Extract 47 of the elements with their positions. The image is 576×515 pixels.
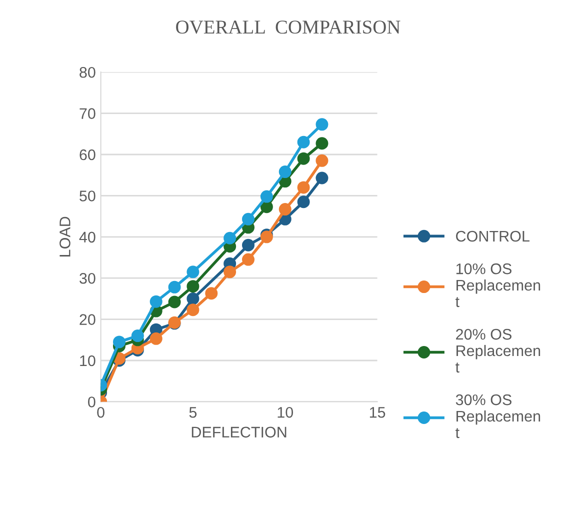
point (150, 295, 162, 308)
point (316, 118, 328, 131)
y-tick-label: 0 (88, 396, 96, 408)
point (224, 266, 236, 278)
point (224, 232, 236, 244)
point (186, 280, 200, 293)
legend-label: 30% OS Replacement (456, 394, 540, 438)
point (316, 137, 328, 150)
chart-title: OVERALL COMPARISON (176, 20, 400, 34)
x-axis-title: DEFLECTION (192, 426, 286, 438)
point (316, 172, 328, 184)
y-tick-label: 50 (80, 190, 96, 202)
point (168, 296, 181, 308)
point (242, 253, 255, 266)
point (186, 266, 200, 278)
y-tick-label: 30 (80, 272, 96, 284)
point (112, 336, 126, 348)
point (278, 166, 292, 178)
point (297, 196, 310, 208)
y-tick-label: 60 (80, 149, 96, 160)
legend-label: CONTROL (456, 230, 530, 242)
point (297, 152, 310, 165)
y-tick-label: 70 (80, 108, 96, 119)
legend-label: 20% OS Replacement (456, 328, 540, 373)
point (131, 330, 144, 342)
point (297, 136, 310, 148)
y-tick-label: 10 (80, 355, 96, 366)
point (186, 304, 200, 316)
y-tick-label: 40 (79, 232, 96, 243)
y-axis-title: LOAD (60, 216, 70, 256)
point (316, 154, 328, 167)
y-tick-label: 20 (80, 314, 96, 325)
y-tick-label: 80 (80, 66, 96, 78)
x-tick-label: 15 (370, 407, 386, 418)
point (205, 287, 218, 300)
point (278, 203, 292, 216)
x-tick-label: 10 (278, 406, 294, 418)
x-tick-label: 5 (189, 407, 197, 418)
point (260, 190, 273, 203)
x-tick-label: 0 (97, 406, 104, 418)
point (242, 212, 255, 226)
point (168, 280, 181, 294)
point (186, 292, 200, 305)
legend-label: 10% OS Replacement (456, 263, 540, 308)
point (150, 332, 162, 345)
point (297, 181, 310, 194)
point (242, 238, 255, 252)
